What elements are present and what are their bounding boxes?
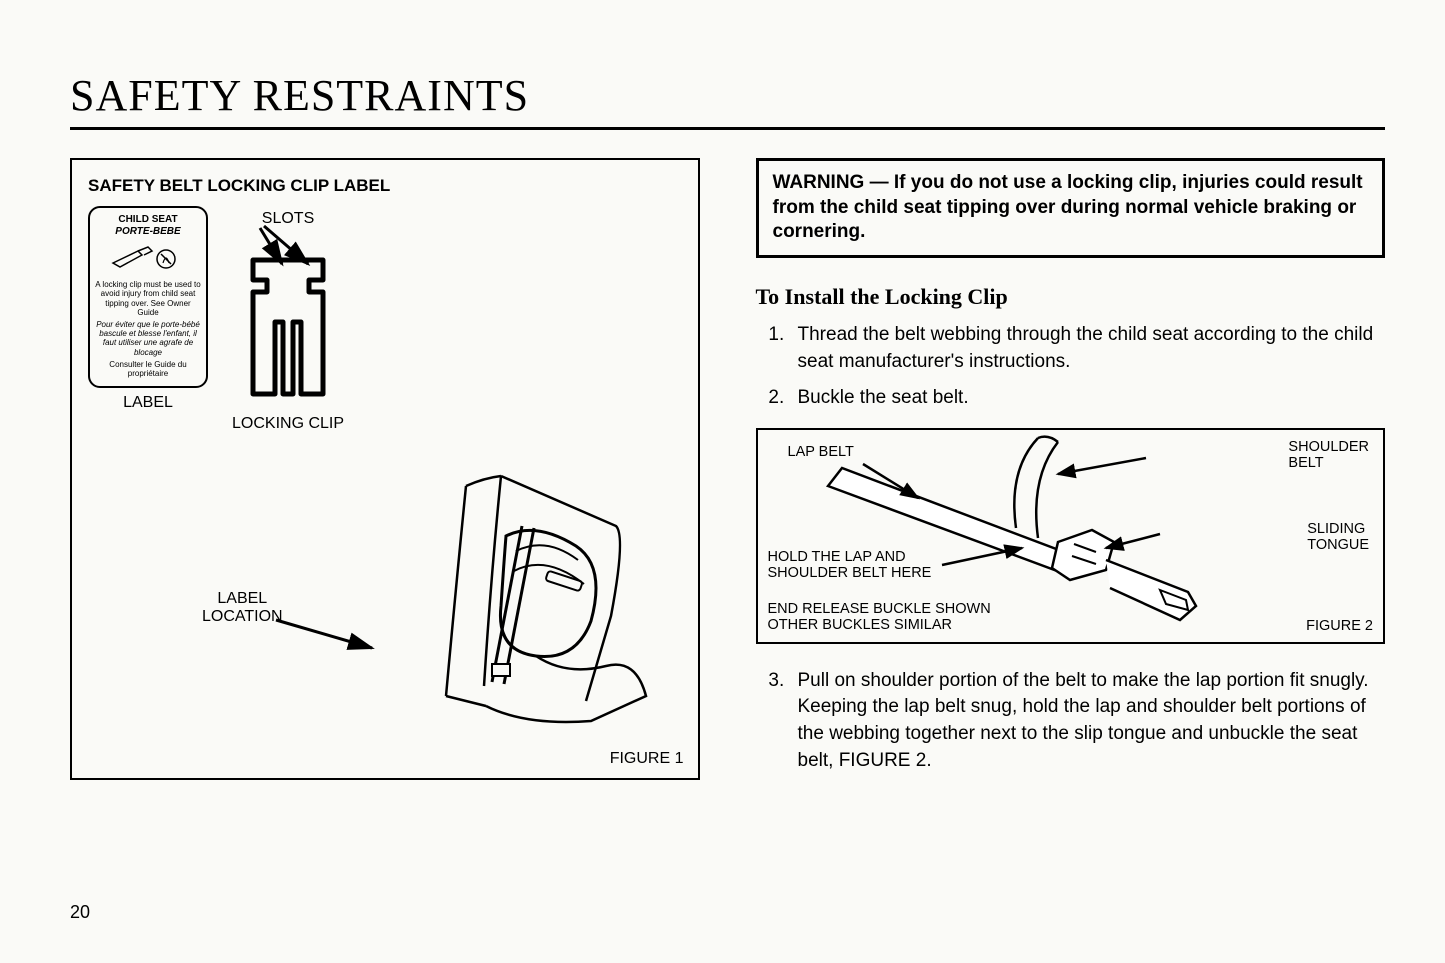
sliding-tongue-label: SLIDING TONGUE bbox=[1307, 522, 1369, 554]
warning-box: WARNING — If you do not use a locking cl… bbox=[756, 158, 1386, 258]
label-location-caption: LABEL LOCATION bbox=[202, 590, 283, 627]
label-footer: Consulter le Guide du propriétaire bbox=[94, 360, 202, 378]
title-rule bbox=[70, 127, 1385, 130]
label-art-icon bbox=[108, 241, 188, 271]
figure-1-title: SAFETY BELT LOCKING CLIP LABEL bbox=[88, 176, 682, 196]
page-number: 20 bbox=[70, 902, 90, 923]
step-2: Buckle the seat belt. bbox=[790, 385, 1386, 412]
label-en-text: A locking clip must be used to avoid inj… bbox=[94, 280, 202, 317]
label-caption: LABEL bbox=[88, 394, 208, 412]
locking-clip-icon bbox=[243, 252, 333, 402]
figure-1-number: FIGURE 1 bbox=[610, 750, 684, 768]
step-1: Thread the belt webbing through the chil… bbox=[790, 322, 1386, 375]
slots-arrows-icon bbox=[222, 224, 342, 264]
label-header-en: CHILD SEAT bbox=[94, 214, 202, 226]
locking-clip-caption: LOCKING CLIP bbox=[232, 415, 344, 433]
hold-here-label: HOLD THE LAP AND SHOULDER BELT HERE bbox=[768, 550, 932, 582]
shoulder-belt-label: SHOULDER BELT bbox=[1288, 440, 1369, 472]
step-3: Pull on shoulder portion of the belt to … bbox=[790, 668, 1386, 774]
label-fr-text: Pour éviter que le porte-bébé bascule et… bbox=[96, 320, 200, 357]
car-seat-illustration bbox=[406, 466, 686, 746]
page-title: SAFETY RESTRAINTS bbox=[70, 70, 1385, 121]
figure-1-box: SAFETY BELT LOCKING CLIP LABEL CHILD SEA… bbox=[70, 158, 700, 780]
warning-prefix: WARNING — bbox=[773, 172, 889, 193]
label-location-arrow-icon bbox=[272, 614, 382, 654]
child-seat-label-card: CHILD SEAT PORTE-BEBE A locking clip mus… bbox=[88, 206, 208, 388]
lap-belt-label: LAP BELT bbox=[788, 444, 854, 460]
end-release-label: END RELEASE BUCKLE SHOWN OTHER BUCKLES S… bbox=[768, 601, 991, 634]
label-header-fr: PORTE-BEBE bbox=[115, 226, 180, 237]
figure-2-number: FIGURE 2 bbox=[1306, 618, 1373, 634]
section-heading: To Install the Locking Clip bbox=[756, 284, 1386, 310]
figure-2-box: LAP BELT SHOULDER BELT SLIDING TONGUE HO… bbox=[756, 428, 1386, 644]
